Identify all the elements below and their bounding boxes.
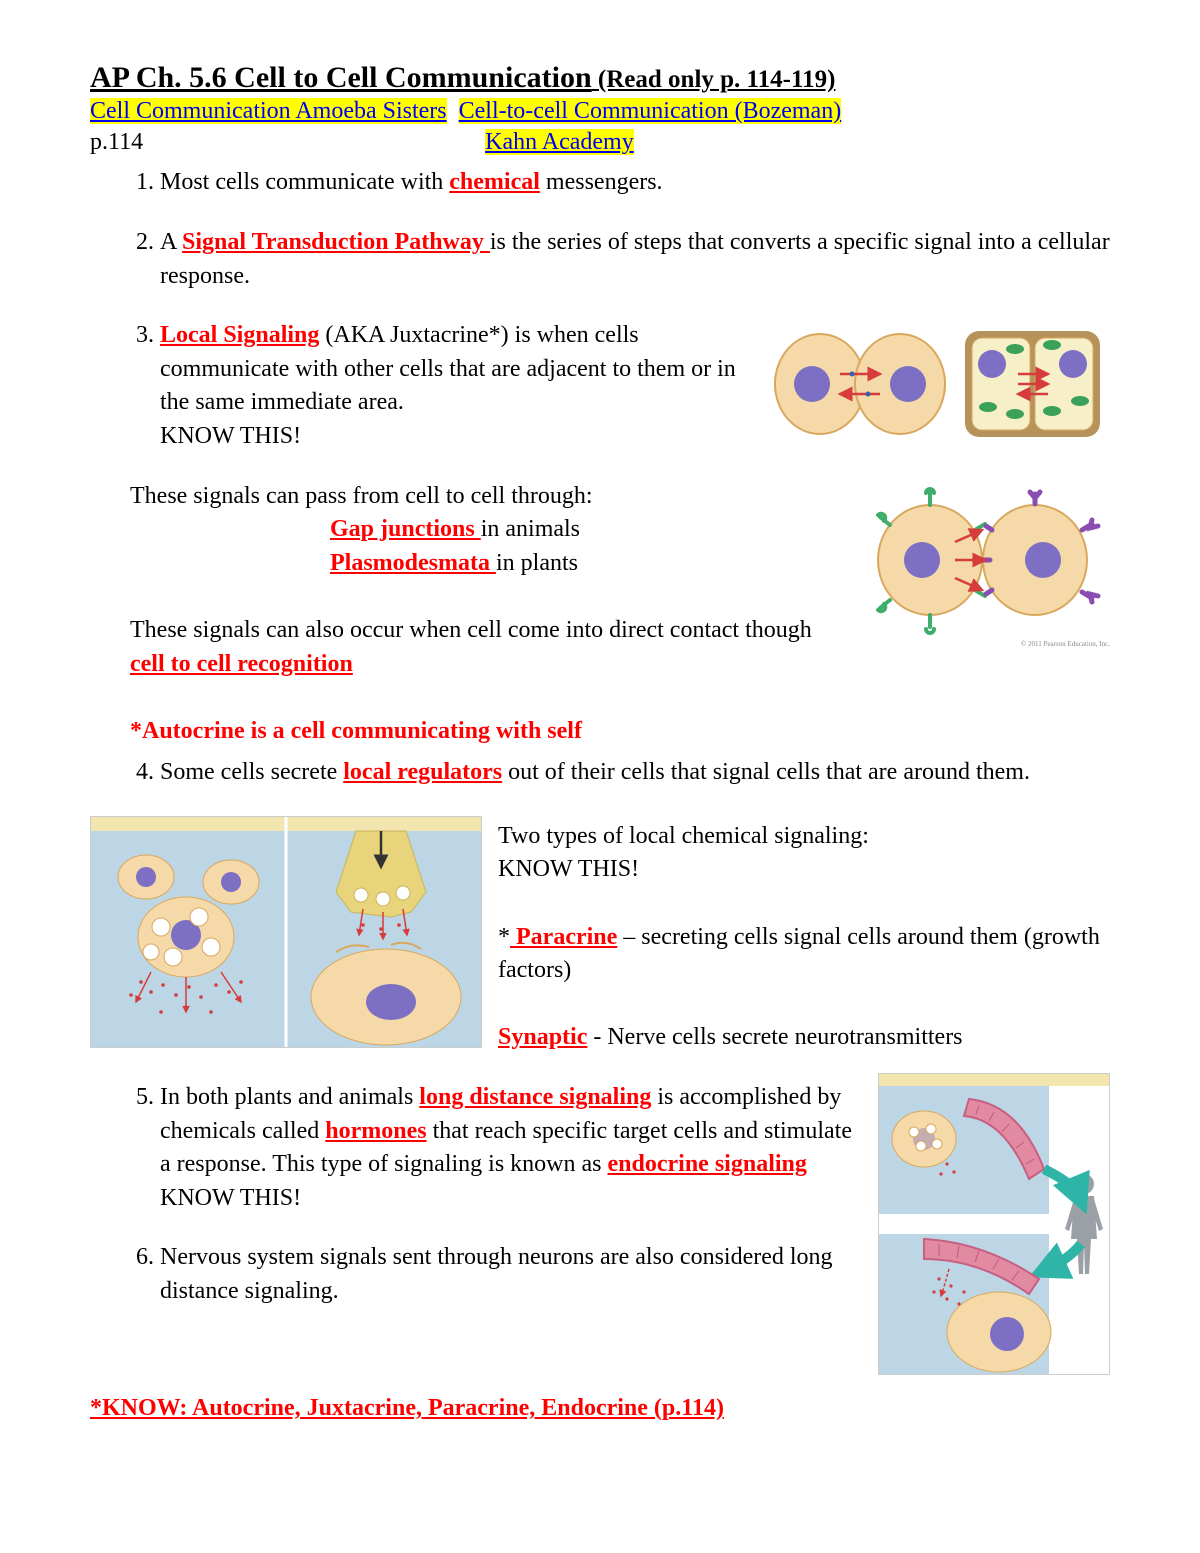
link-bozeman[interactable]: Cell-to-cell Communication (Bozeman) bbox=[459, 98, 842, 124]
item-1: Most cells communicate with chemical mes… bbox=[160, 166, 1110, 200]
document-page: AP Ch. 5.6 Cell to Cell Communication (R… bbox=[0, 0, 1200, 1482]
section-3-extra: These signals can pass from cell to cell… bbox=[130, 480, 1110, 749]
section-5-6-row: In both plants and animals long distance… bbox=[90, 1073, 1110, 1375]
key-hormones: hormones bbox=[325, 1118, 426, 1144]
ordered-list: Most cells communicate with chemical mes… bbox=[90, 166, 1110, 453]
link-kahn[interactable]: Kahn Academy bbox=[485, 129, 634, 155]
link-amoeba[interactable]: Cell Communication Amoeba Sisters bbox=[90, 98, 447, 124]
key-chemical: chemical bbox=[449, 169, 540, 195]
diagram-juxtacrine bbox=[770, 319, 1110, 449]
copyright-text: © 2011 Pearson Education, Inc. bbox=[860, 640, 1110, 650]
key-long-distance: long distance signaling bbox=[419, 1084, 651, 1110]
section-4-row: Two types of local chemical signaling: K… bbox=[90, 816, 1110, 1055]
diagram-paracrine-synaptic bbox=[90, 816, 482, 1048]
key-synaptic: Synaptic bbox=[498, 1024, 587, 1050]
key-cell-recognition: cell to cell recognition bbox=[130, 651, 353, 677]
key-local-signaling: Local Signaling bbox=[160, 322, 319, 348]
title-main: AP Ch. 5.6 Cell to Cell Communication bbox=[90, 61, 592, 94]
ordered-list-cont: Some cells secrete local regulators out … bbox=[90, 756, 1110, 790]
link-row-2: p.114 Kahn Academy bbox=[90, 127, 1110, 158]
item-5: In both plants and animals long distance… bbox=[160, 1081, 862, 1215]
diagram-endocrine bbox=[878, 1073, 1110, 1375]
key-plasmodesmata: Plasmodesmata bbox=[330, 550, 496, 576]
know-summary: *KNOW: Autocrine, Juxtacrine, Paracrine,… bbox=[90, 1395, 1110, 1422]
item-2: A Signal Transduction Pathway is the ser… bbox=[160, 226, 1110, 293]
page-ref: p.114 bbox=[90, 129, 143, 155]
key-endocrine: endocrine signaling bbox=[608, 1151, 807, 1177]
item-4: Some cells secrete local regulators out … bbox=[160, 756, 1110, 790]
key-local-regulators: local regulators bbox=[343, 759, 502, 785]
title: AP Ch. 5.6 Cell to Cell Communication (R… bbox=[90, 60, 1110, 96]
diagram-cell-recognition: © 2011 Pearson Education, Inc. bbox=[860, 480, 1110, 650]
link-row-1: Cell Communication Amoeba Sisters Cell-t… bbox=[90, 96, 1110, 127]
ordered-list-5: In both plants and animals long distance… bbox=[90, 1081, 862, 1309]
autocrine-note: *Autocrine is a cell communicating with … bbox=[130, 715, 1110, 749]
key-paracrine: Paracrine bbox=[510, 924, 617, 950]
key-signal-transduction: Signal Transduction Pathway bbox=[182, 229, 490, 255]
title-sub: (Read only p. 114-119) bbox=[592, 66, 836, 93]
item-3: Local Signaling (AKA Juxtacrine*) is whe… bbox=[160, 319, 1110, 453]
key-gap-junctions: Gap junctions bbox=[330, 516, 481, 542]
item-6: Nervous system signals sent through neur… bbox=[160, 1241, 862, 1308]
